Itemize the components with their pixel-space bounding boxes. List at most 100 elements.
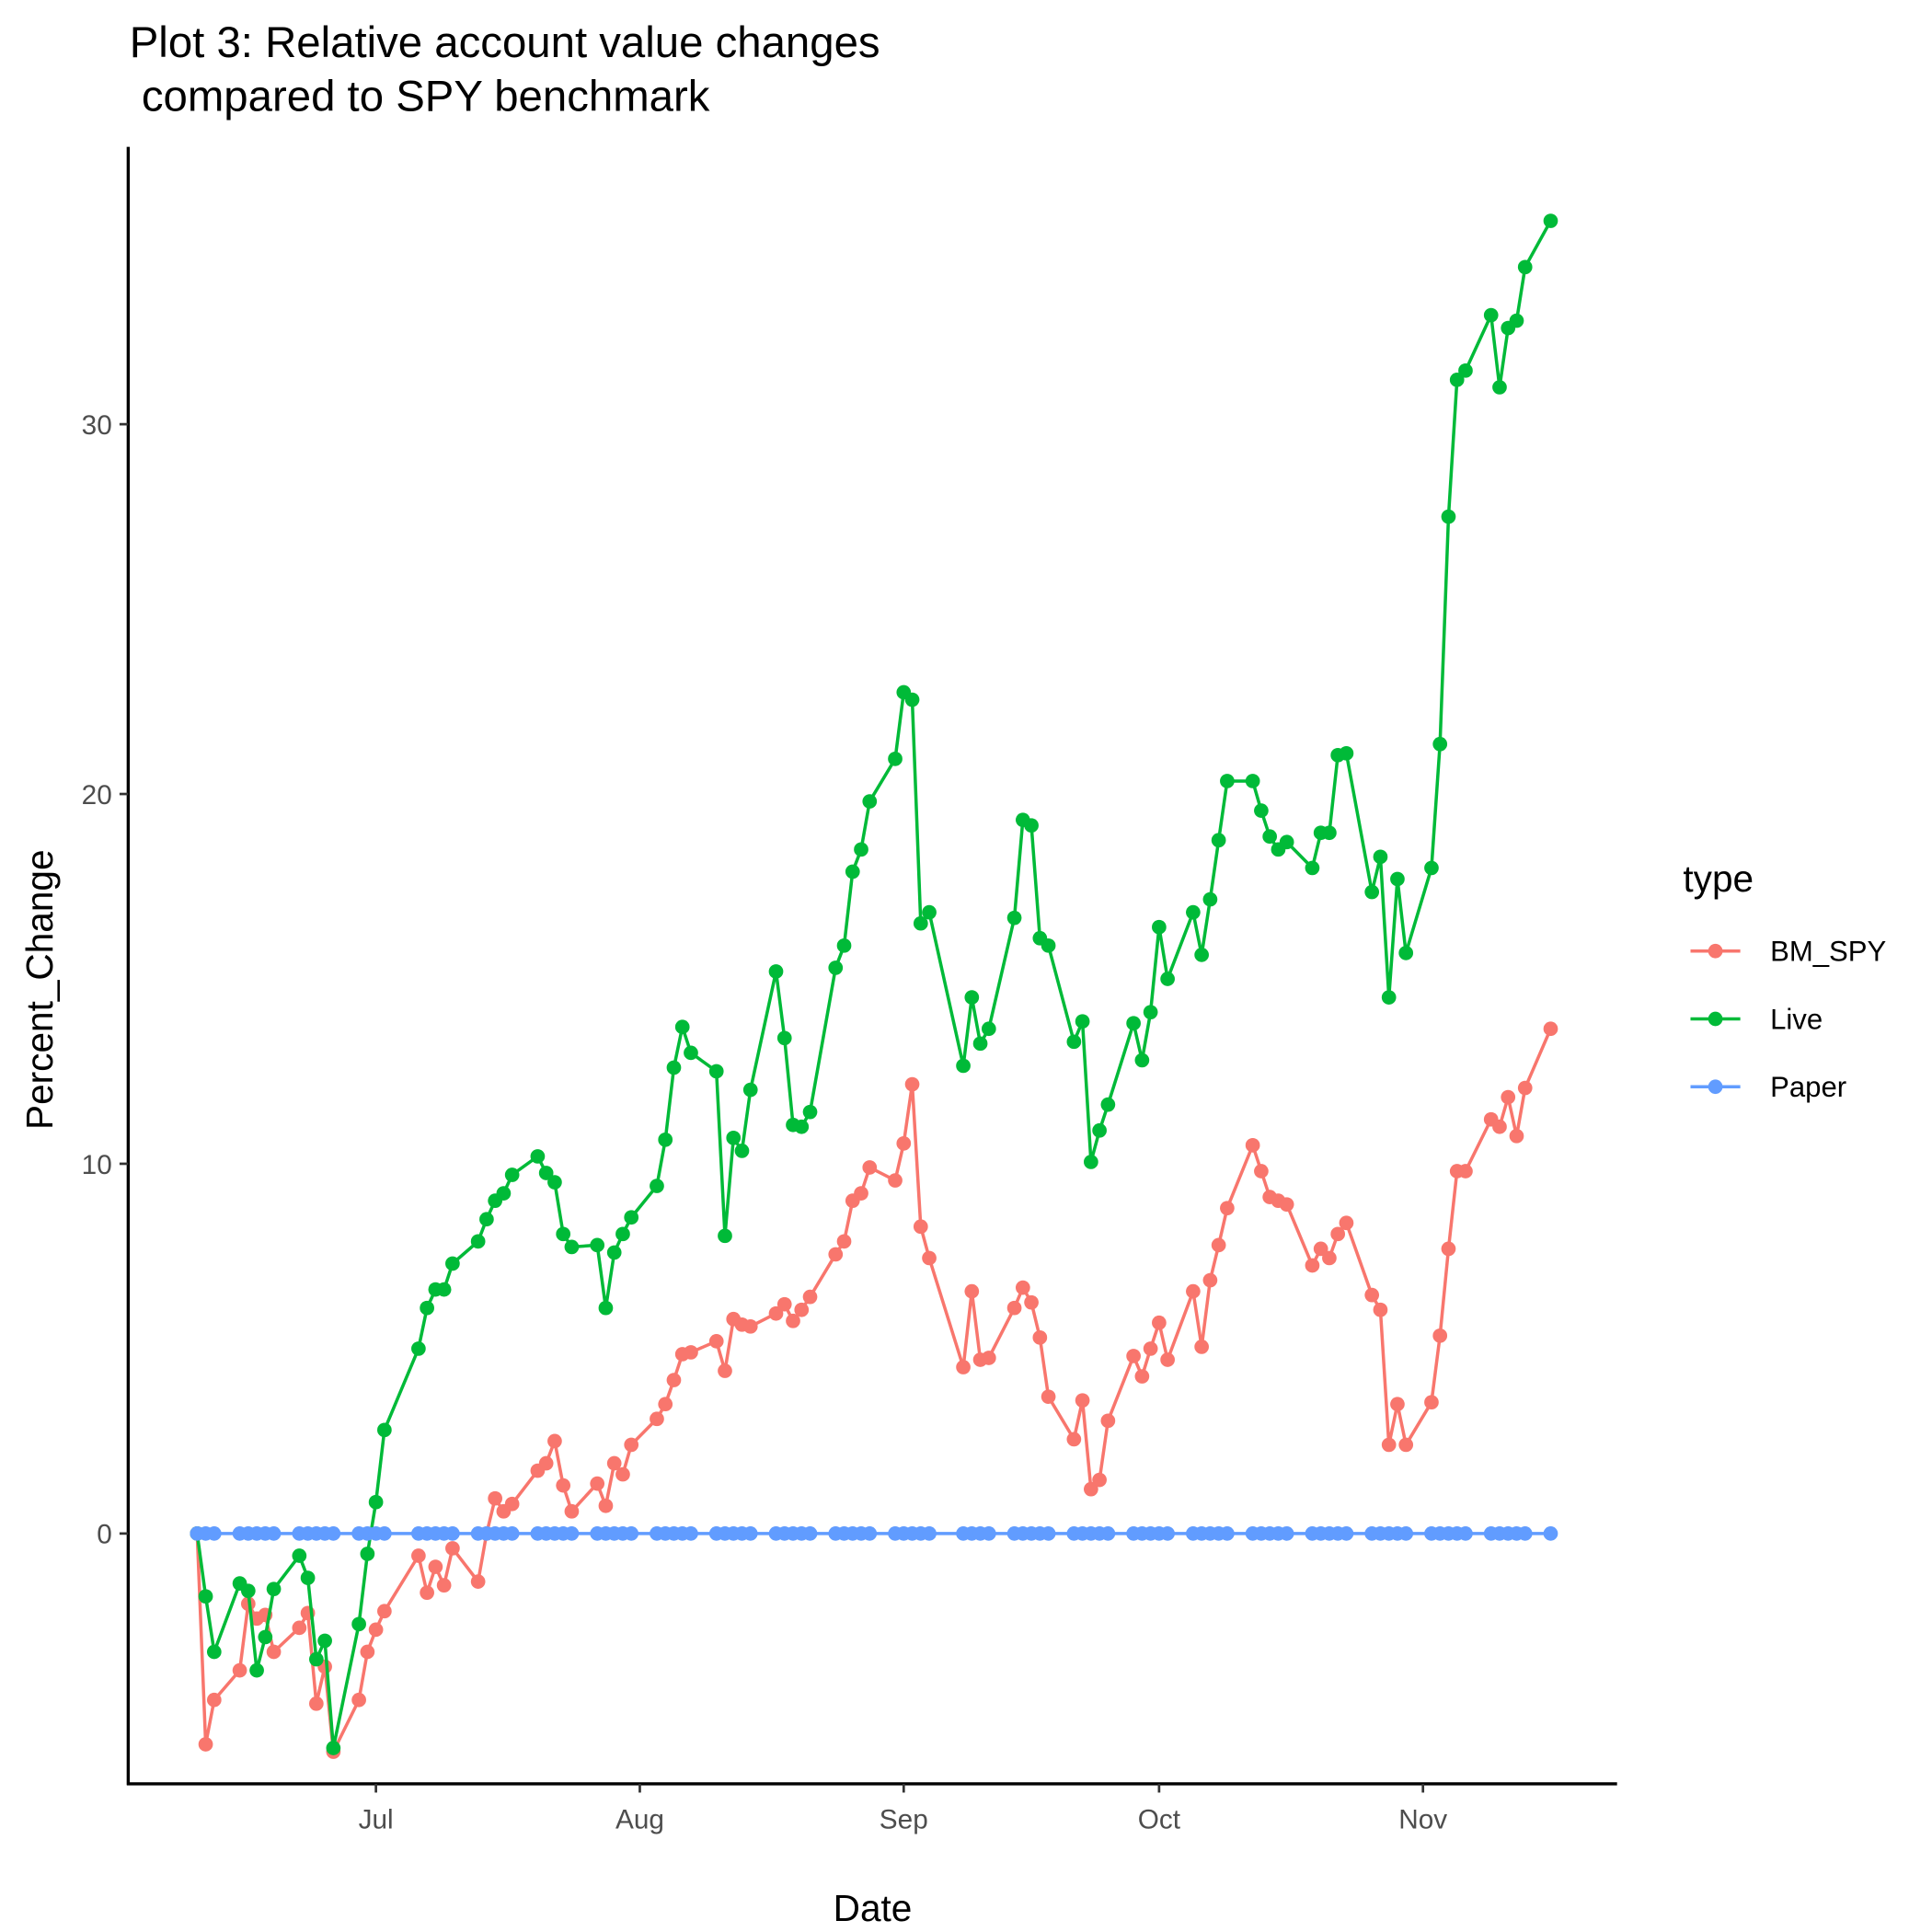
y-tick-label: 30 bbox=[82, 410, 112, 441]
data-point bbox=[768, 964, 784, 979]
data-point bbox=[718, 1363, 732, 1378]
data-point bbox=[708, 1334, 724, 1349]
data-point bbox=[1424, 1395, 1439, 1410]
data-point bbox=[198, 1737, 213, 1752]
data-point bbox=[564, 1239, 580, 1255]
data-point bbox=[1075, 1014, 1090, 1029]
data-point bbox=[726, 1130, 742, 1145]
data-point bbox=[904, 692, 920, 707]
data-point bbox=[1458, 1526, 1473, 1541]
data-point bbox=[504, 1526, 520, 1541]
data-point bbox=[1313, 1241, 1328, 1257]
data-point bbox=[888, 1173, 903, 1188]
data-point bbox=[684, 1345, 698, 1360]
data-point bbox=[1024, 818, 1039, 834]
data-point bbox=[922, 1250, 937, 1266]
data-point bbox=[360, 1547, 375, 1561]
data-point bbox=[1152, 1315, 1167, 1330]
data-point bbox=[1373, 849, 1388, 865]
chart-title: compared to SPY benchmark bbox=[130, 72, 710, 121]
data-point bbox=[1245, 774, 1260, 788]
legend-marker bbox=[1708, 1079, 1723, 1095]
data-point bbox=[828, 960, 844, 975]
data-point bbox=[684, 1045, 698, 1061]
y-axis-label: Percent_Change bbox=[18, 849, 61, 1130]
data-point bbox=[1543, 213, 1558, 228]
data-point bbox=[658, 1132, 673, 1147]
data-point bbox=[1100, 1526, 1116, 1541]
data-point bbox=[411, 1548, 426, 1563]
data-point bbox=[317, 1633, 332, 1649]
data-point bbox=[1279, 1197, 1294, 1213]
data-point bbox=[1398, 1437, 1414, 1453]
x-tick-label: Jul bbox=[359, 1805, 394, 1835]
data-point bbox=[1543, 1021, 1558, 1037]
data-point bbox=[956, 1360, 971, 1374]
data-point bbox=[1075, 1393, 1090, 1409]
data-point bbox=[598, 1498, 614, 1513]
data-point bbox=[1398, 946, 1414, 960]
data-point bbox=[1483, 307, 1499, 323]
data-point bbox=[1458, 1164, 1473, 1179]
data-point bbox=[862, 1160, 878, 1175]
data-point bbox=[964, 1283, 980, 1299]
data-point bbox=[420, 1585, 434, 1601]
data-point bbox=[547, 1175, 562, 1190]
data-point bbox=[1432, 736, 1448, 752]
data-point bbox=[530, 1149, 546, 1164]
y-tick-label: 20 bbox=[82, 780, 112, 811]
data-point bbox=[836, 937, 852, 953]
data-point bbox=[258, 1629, 273, 1645]
data-point bbox=[488, 1490, 503, 1506]
data-point bbox=[377, 1422, 392, 1438]
chart-title: Plot 3: Relative account value changes bbox=[130, 18, 880, 67]
data-point bbox=[776, 1296, 792, 1312]
data-point bbox=[368, 1622, 384, 1638]
data-point bbox=[1186, 904, 1201, 920]
data-point bbox=[606, 1245, 622, 1260]
data-point bbox=[1015, 1280, 1030, 1295]
data-point bbox=[564, 1503, 580, 1519]
data-point bbox=[351, 1616, 366, 1632]
data-point bbox=[828, 1247, 844, 1262]
data-point bbox=[1220, 1526, 1235, 1541]
data-point bbox=[598, 1300, 614, 1316]
data-point bbox=[1305, 1258, 1320, 1273]
x-tick-label: Aug bbox=[615, 1805, 664, 1835]
data-point bbox=[1220, 1201, 1235, 1216]
data-point bbox=[1517, 1526, 1533, 1541]
data-point bbox=[1517, 1080, 1533, 1096]
data-point bbox=[802, 1526, 818, 1541]
data-point bbox=[1134, 1369, 1150, 1384]
data-point bbox=[1152, 919, 1167, 935]
data-point bbox=[206, 1526, 222, 1541]
data-point bbox=[1100, 1413, 1116, 1429]
legend-label: Paper bbox=[1770, 1071, 1846, 1103]
data-point bbox=[1032, 1330, 1048, 1345]
data-point bbox=[1501, 1089, 1516, 1105]
data-point bbox=[240, 1583, 256, 1599]
data-point bbox=[1509, 1128, 1524, 1144]
data-point bbox=[1449, 373, 1465, 387]
data-point bbox=[1041, 1526, 1056, 1541]
data-point bbox=[1041, 937, 1056, 953]
data-point bbox=[742, 1526, 758, 1541]
data-point bbox=[1160, 1352, 1175, 1367]
data-point bbox=[266, 1644, 282, 1660]
data-point bbox=[351, 1692, 366, 1708]
data-point bbox=[854, 1186, 868, 1201]
data-point bbox=[1254, 803, 1269, 818]
data-point bbox=[411, 1341, 426, 1356]
data-point bbox=[198, 1589, 213, 1604]
series-line bbox=[195, 220, 1553, 1750]
data-point bbox=[1202, 891, 1218, 907]
data-point bbox=[794, 1119, 810, 1134]
data-point bbox=[862, 794, 878, 809]
data-point bbox=[1492, 380, 1507, 395]
data-point bbox=[1126, 1349, 1141, 1363]
data-point bbox=[913, 1219, 928, 1235]
data-point bbox=[1160, 1526, 1175, 1541]
data-point bbox=[615, 1466, 630, 1482]
data-point bbox=[1202, 1272, 1218, 1288]
data-point bbox=[658, 1397, 673, 1412]
